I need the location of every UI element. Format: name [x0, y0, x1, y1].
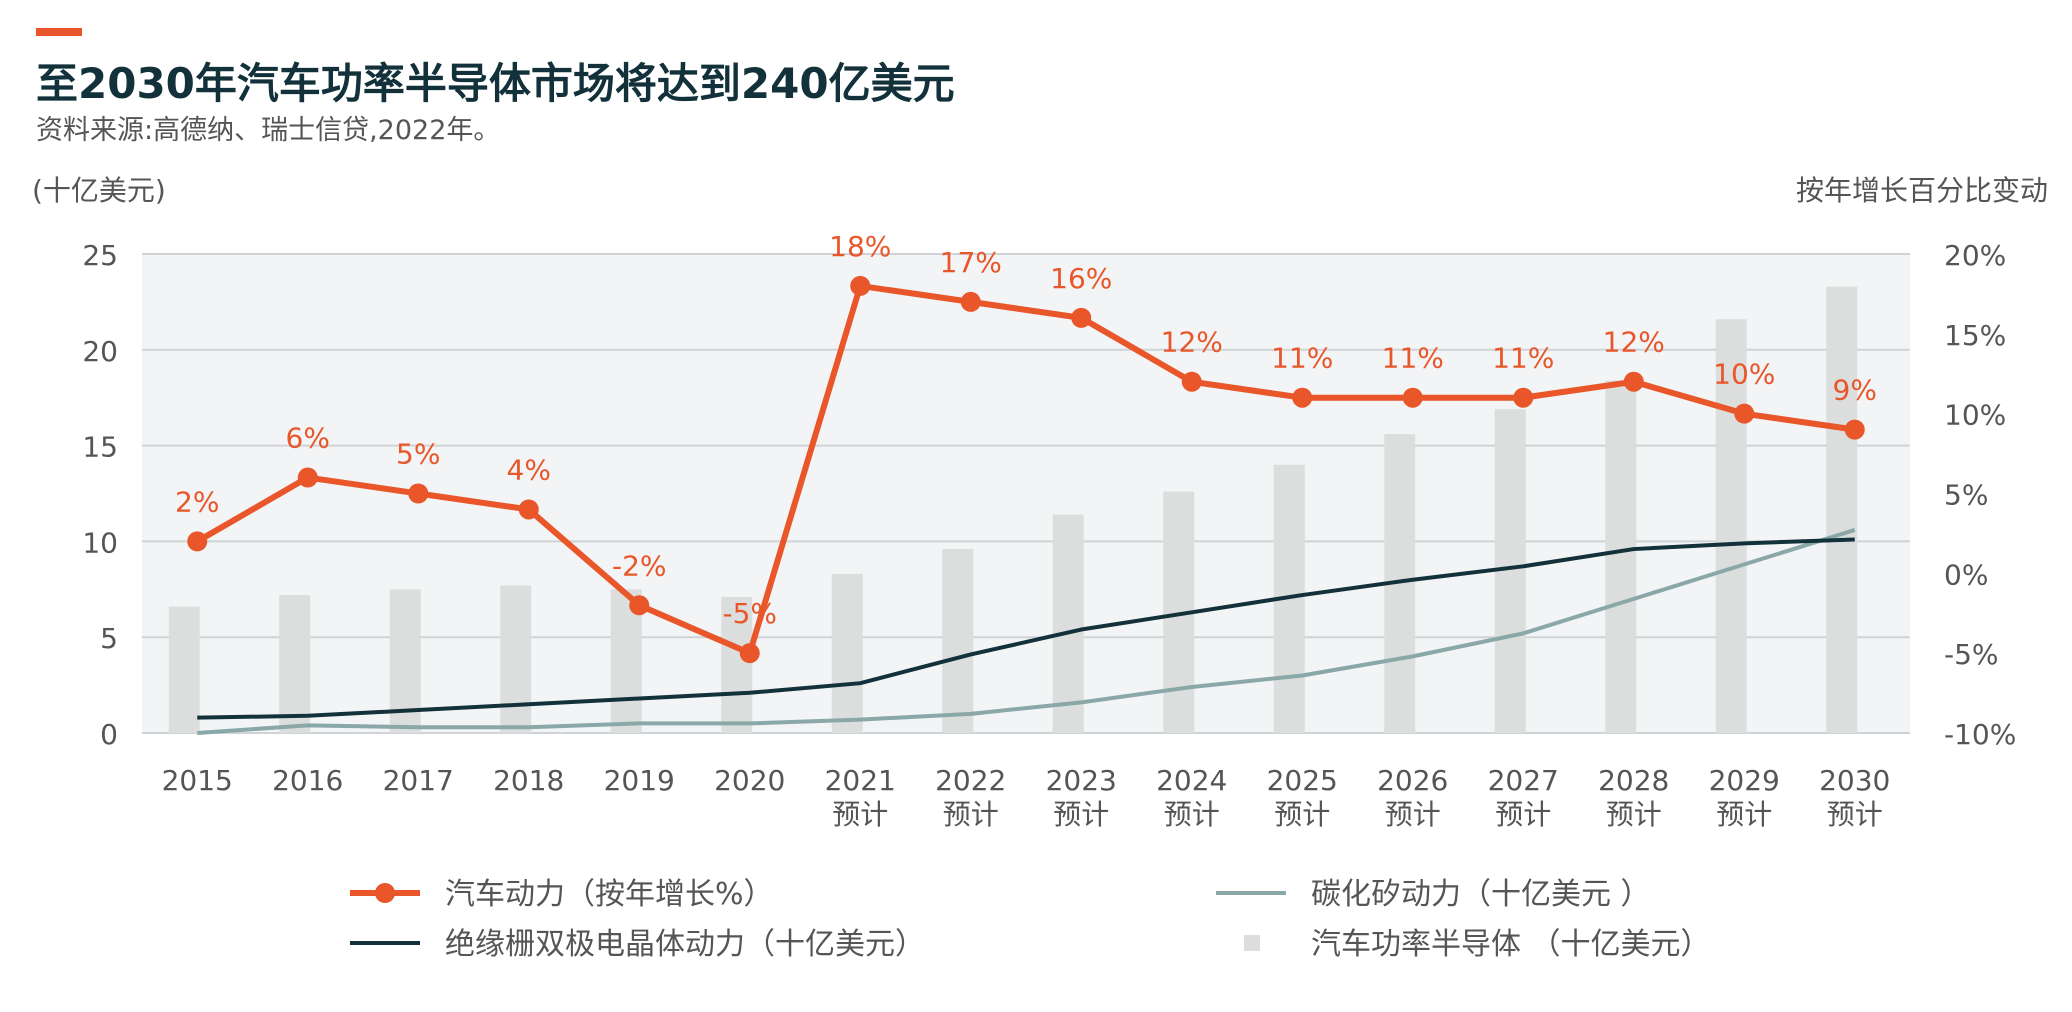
y-left-tick-label: 15 [82, 431, 118, 464]
growth-point [1623, 371, 1644, 392]
y-right-tick-label: -10% [1944, 718, 2016, 751]
growth-point [739, 643, 760, 664]
x-tick-label: 2018 [493, 764, 564, 797]
growth-data-label: -5% [722, 597, 777, 630]
growth-point [629, 595, 650, 616]
growth-line [195, 282, 1856, 657]
legend-label: 碳化矽动力（十亿美元 ） [1311, 877, 1651, 912]
growth-point [1292, 387, 1313, 408]
growth-point [187, 531, 208, 552]
bar [500, 585, 532, 733]
growth-point [1513, 387, 1534, 408]
y-left-tick-label: 25 [82, 239, 118, 272]
x-tick-label: 2027 [1488, 764, 1559, 797]
x-tick-label: 2026 [1377, 764, 1448, 797]
x-tick-label: 2023 [1046, 764, 1117, 797]
x-tick-sublabel: 预计 [1606, 798, 1662, 831]
growth-data-label: 12% [1161, 326, 1223, 359]
x-tick-label: 2025 [1267, 764, 1338, 797]
growth-data-label: 5% [396, 438, 440, 471]
x-tick-label: 2024 [1156, 764, 1227, 797]
growth-point [297, 467, 318, 488]
growth-point [518, 499, 539, 520]
growth-data-label: 18% [829, 230, 891, 263]
bar [1826, 286, 1858, 733]
x-tick-sublabel: 预计 [1385, 798, 1441, 831]
y-left-tick-label: 0 [100, 718, 118, 751]
sic-line [197, 527, 1856, 735]
bar [279, 595, 311, 733]
y-right-tick-label: -5% [1944, 638, 1999, 671]
x-tick-label: 2030 [1819, 764, 1890, 797]
growth-data-label: -2% [612, 549, 667, 582]
growth-point [408, 483, 429, 504]
y-right-tick-label: 20% [1944, 239, 2006, 272]
growth-data-label: 2% [175, 485, 219, 518]
growth-point [960, 291, 981, 312]
legend-swatch-growth-marker [375, 883, 395, 903]
y-right-tick-label: 10% [1944, 399, 2006, 432]
y-right-tick-label: 5% [1944, 479, 1988, 512]
x-tick-label: 2029 [1709, 764, 1780, 797]
x-tick-label: 2019 [604, 764, 675, 797]
y-right-tick-label: 15% [1944, 319, 2006, 352]
y-left-axis-label: (十亿美元) [32, 174, 166, 207]
x-tick-label: 2020 [714, 764, 785, 797]
y-right-tick-label: 0% [1944, 558, 1988, 591]
growth-data-label: 9% [1833, 374, 1877, 407]
igbt-line [197, 537, 1855, 720]
x-tick-label: 2015 [162, 764, 233, 797]
legend-label: 汽车功率半导体 （十亿美元） [1311, 927, 1711, 962]
growth-data-label: 11% [1382, 342, 1444, 375]
chart-title: 至2030年汽车功率半导体市场将达到240亿美元 [36, 59, 955, 108]
growth-data-label: 17% [940, 246, 1002, 279]
x-tick-sublabel: 预计 [943, 798, 999, 831]
growth-point [1181, 371, 1202, 392]
x-tick-sublabel: 预计 [1164, 798, 1220, 831]
bar [942, 549, 974, 733]
chart-source: 资料来源:高德纳、瑞士信贷,2022年。 [36, 115, 501, 146]
growth-data-label: 4% [507, 453, 551, 486]
growth-data-label: 6% [286, 422, 330, 455]
legend-swatch-bar [1244, 935, 1260, 951]
growth-point [850, 275, 871, 296]
bar [168, 606, 200, 733]
y-left-tick-label: 5 [100, 622, 118, 655]
growth-data-label: 16% [1050, 262, 1112, 295]
growth-point [1734, 403, 1755, 424]
y-right-axis-label: 按年增长百分比变动 [1796, 174, 2048, 207]
legend-label: 汽车动力（按年增长%） [445, 877, 774, 912]
x-tick-sublabel: 预计 [1716, 798, 1772, 831]
growth-point [1844, 419, 1865, 440]
x-tick-label: 2021 [825, 764, 896, 797]
growth-data-label: 10% [1713, 358, 1775, 391]
y-left-tick-label: 10 [82, 526, 118, 559]
growth-data-label: 11% [1271, 342, 1333, 375]
accent-bar [36, 28, 82, 36]
x-tick-label: 2028 [1598, 764, 1669, 797]
x-tick-sublabel: 预计 [832, 798, 888, 831]
x-tick-label: 2016 [272, 764, 343, 797]
x-tick-label: 2022 [935, 764, 1006, 797]
bar [1052, 514, 1084, 733]
growth-point [1402, 387, 1423, 408]
bar [721, 596, 753, 733]
growth-point [1071, 307, 1092, 328]
bar [1605, 380, 1637, 733]
legend-label: 绝缘栅双极电晶体动力（十亿美元） [445, 927, 925, 962]
y-left-tick-label: 20 [82, 335, 118, 368]
x-tick-label: 2017 [383, 764, 454, 797]
x-tick-sublabel: 预计 [1274, 798, 1330, 831]
x-tick-sublabel: 预计 [1827, 798, 1883, 831]
bar [1715, 319, 1747, 733]
growth-data-label: 11% [1492, 342, 1554, 375]
bar [831, 573, 863, 733]
growth-data-label: 12% [1603, 326, 1665, 359]
x-tick-sublabel: 预计 [1053, 798, 1109, 831]
x-tick-sublabel: 预计 [1495, 798, 1551, 831]
